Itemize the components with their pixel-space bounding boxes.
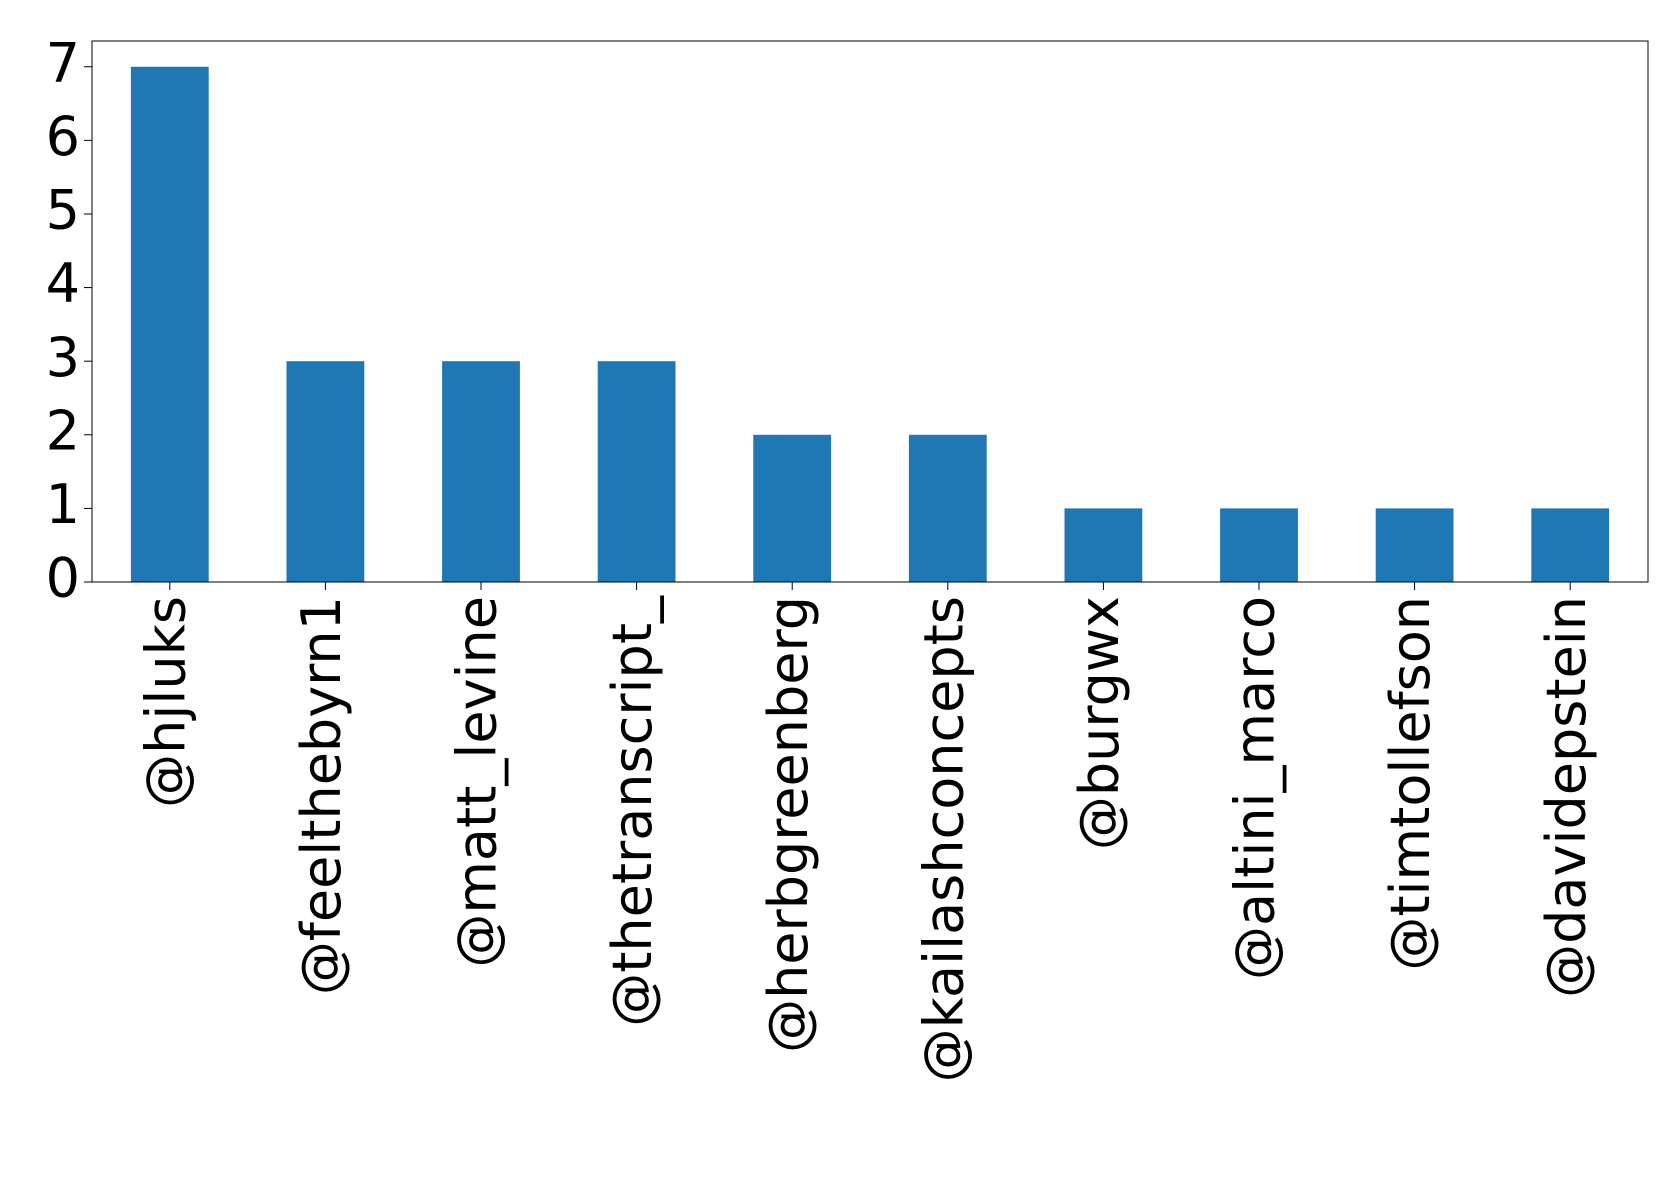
bar [1531,508,1610,582]
y-tick-label: 5 [46,179,80,242]
y-tick-label: 1 [46,473,80,536]
x-tick-label: @thetranscript_ [601,595,664,1027]
bar [286,361,365,582]
y-tick-label: 2 [46,399,80,462]
x-tick-label: @altini_marco [1224,596,1287,980]
bar [908,434,987,582]
bar [1220,508,1298,582]
y-tick-label: 0 [46,547,80,610]
x-tick-label: @feelthebyrn1 [290,596,353,995]
bar [753,434,832,582]
plot-frame [91,40,1649,583]
y-tick-label: 4 [46,252,80,315]
x-tick-label: @herbgreenberg [757,596,820,1053]
x-tick-label: @timtollefson [1379,596,1442,971]
x-tick-label: @hjluks [134,596,197,808]
bar [1064,508,1143,582]
x-tick-label: @burgwx [1068,596,1131,850]
bar [130,66,209,582]
x-tick-label: @matt_levine [446,596,509,968]
y-tick-label: 7 [46,31,80,94]
bar [442,361,520,582]
y-tick-label: 6 [46,105,80,168]
bar [597,361,676,582]
bar [1375,508,1454,582]
x-tick-label: @davidepstein [1535,596,1598,998]
x-tick-label: @kailashconcepts [912,596,975,1082]
y-tick-label: 3 [46,326,80,389]
